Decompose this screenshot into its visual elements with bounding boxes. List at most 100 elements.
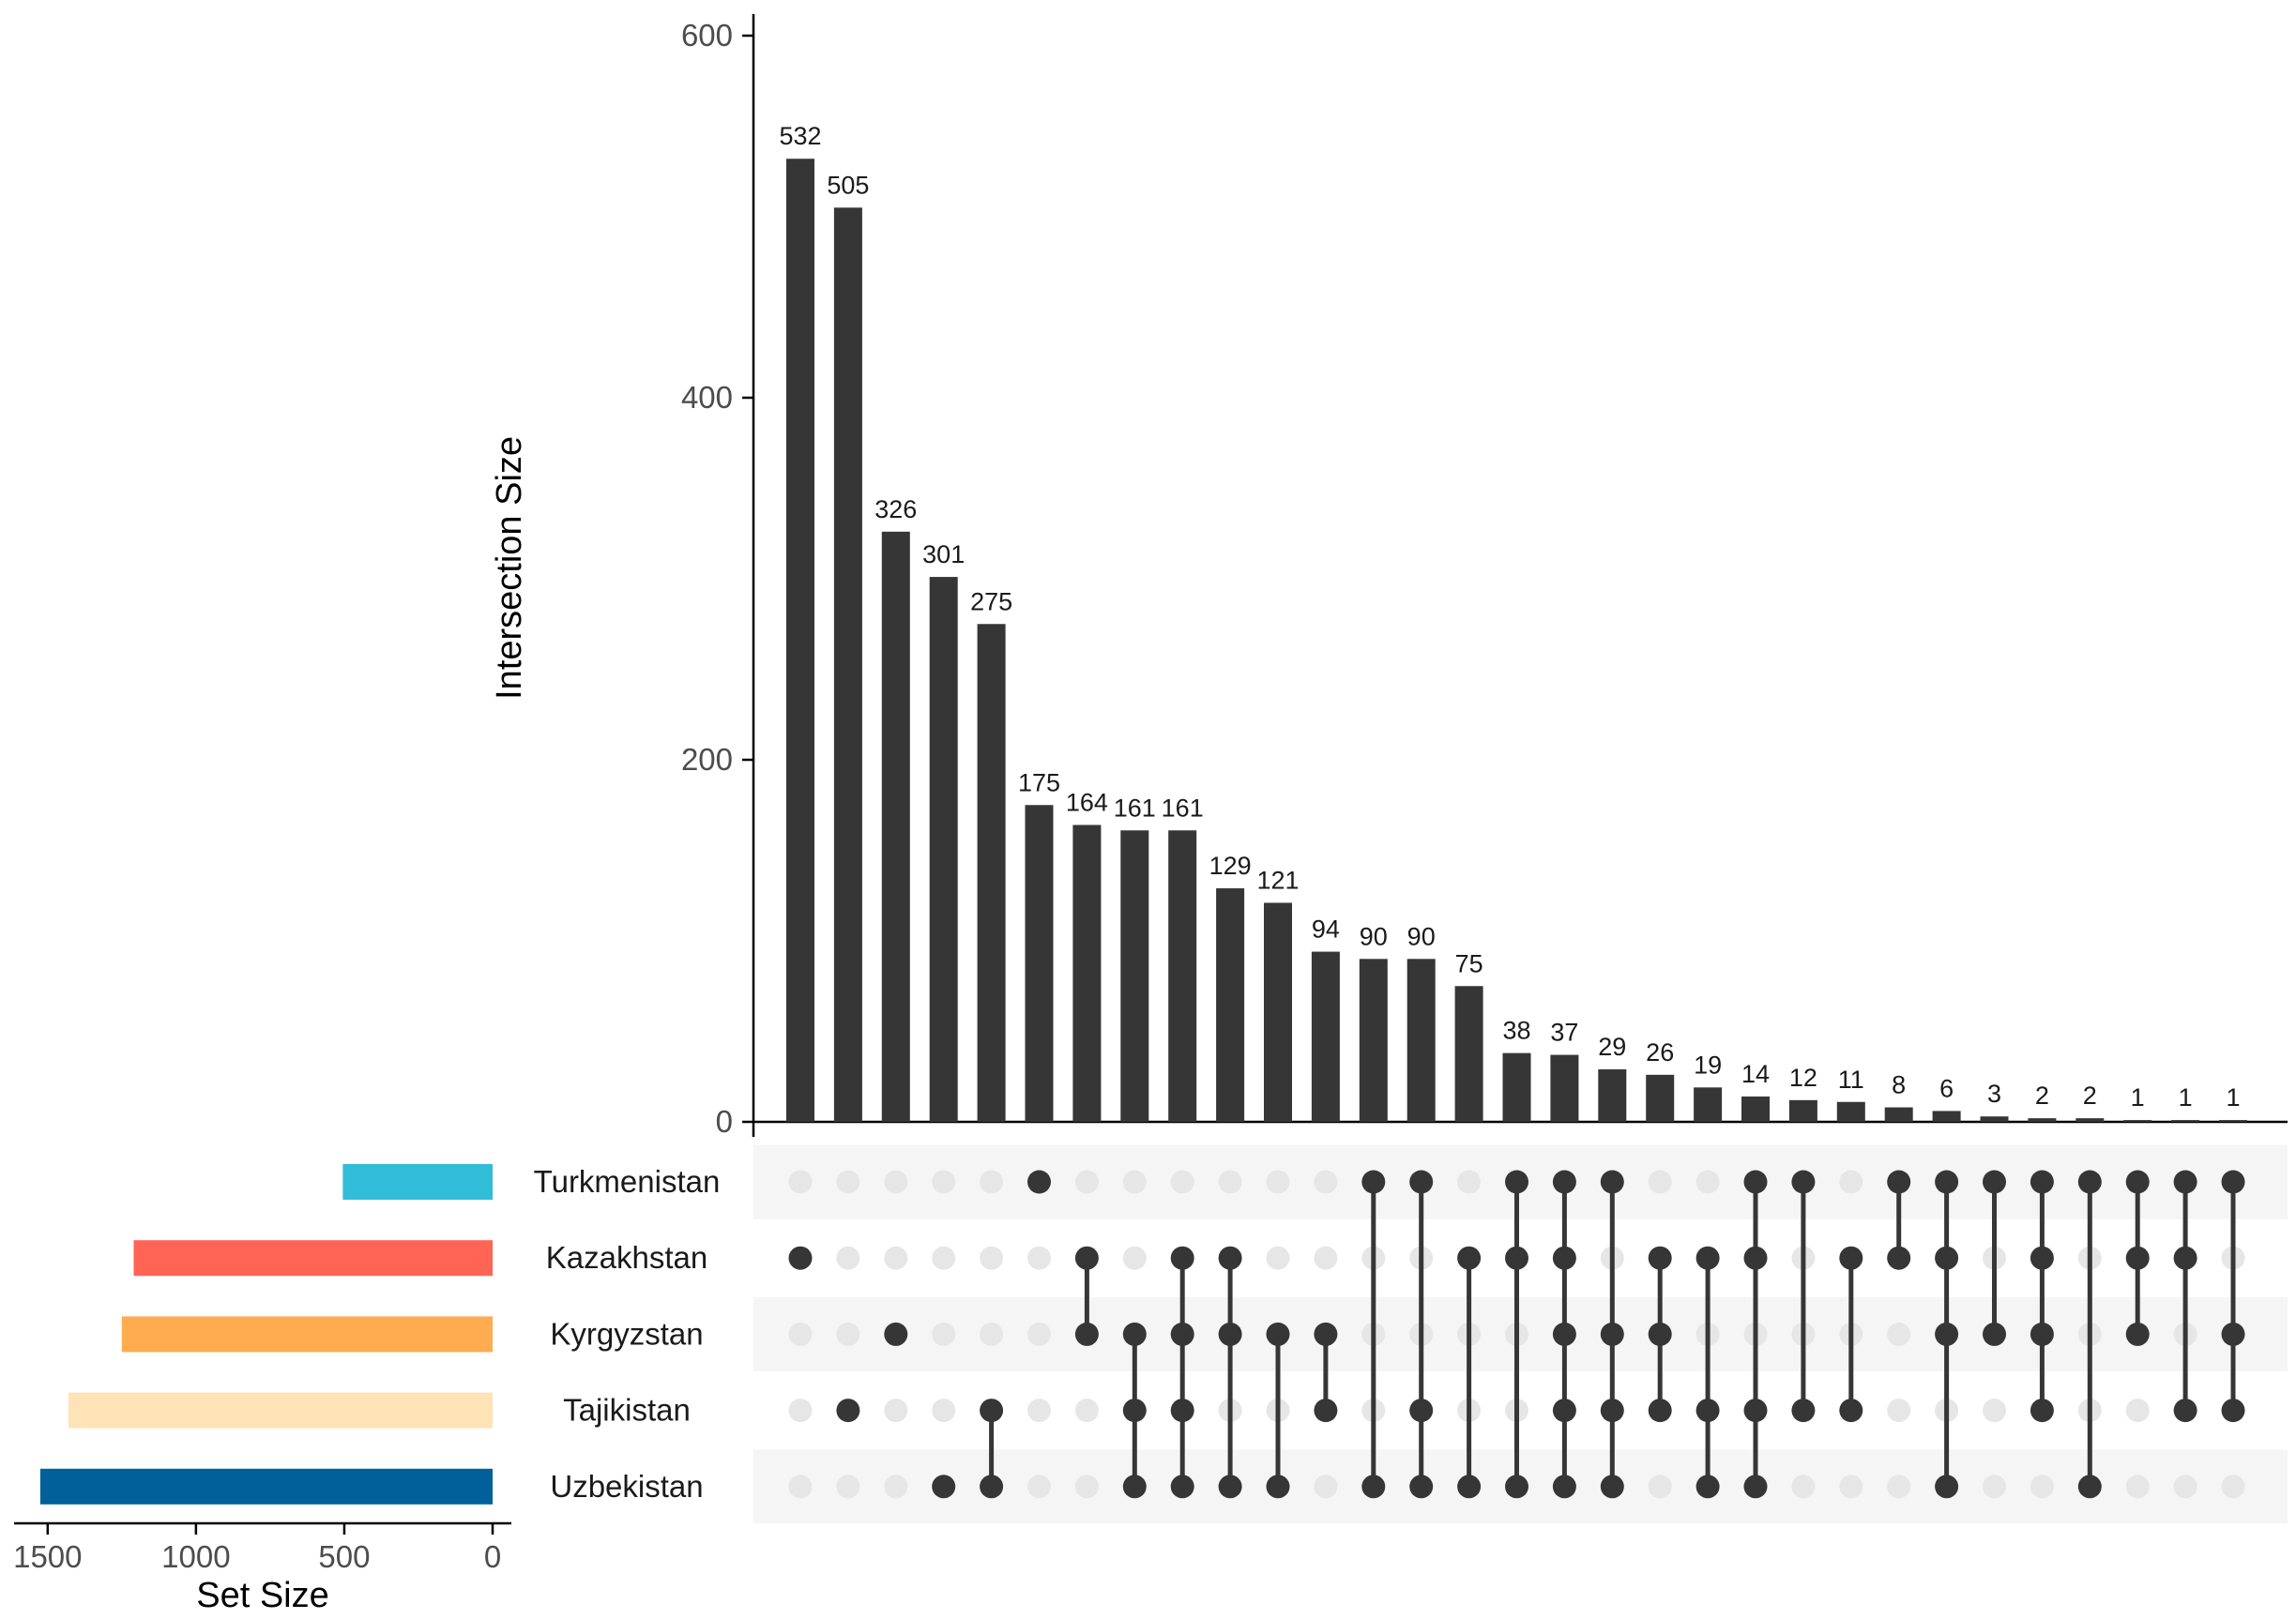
matrix-dot-inactive xyxy=(1887,1475,1911,1499)
matrix-dot-active xyxy=(1457,1246,1482,1270)
matrix-dot-active xyxy=(1648,1399,1672,1423)
matrix-dot-active xyxy=(1935,1322,1959,1346)
intersection-bar xyxy=(1550,1054,1579,1122)
matrix-dot-inactive xyxy=(2125,1399,2150,1423)
matrix-dot-inactive xyxy=(2173,1475,2197,1499)
matrix-dot-active xyxy=(1983,1322,2006,1346)
matrix-dot-active xyxy=(1314,1399,1338,1423)
intersection-bar xyxy=(1788,1099,1817,1122)
matrix-dot-active xyxy=(1935,1246,1959,1270)
matrix-dot-active xyxy=(1743,1475,1768,1499)
intersection-value-label: 161 xyxy=(1114,794,1156,822)
intersection-value-label: 326 xyxy=(874,495,917,523)
matrix-dot-active xyxy=(1887,1246,1911,1270)
intersection-bar xyxy=(1072,825,1102,1122)
matrix-dot-active xyxy=(2030,1246,2054,1270)
intersection-value-label: 6 xyxy=(1939,1074,1954,1102)
intersection-bar xyxy=(2028,1118,2057,1122)
set-label: Turkmenistan xyxy=(534,1164,721,1199)
matrix-dot-inactive xyxy=(1695,1170,1720,1194)
matrix-dot-inactive xyxy=(1314,1246,1338,1270)
matrix-dot-active xyxy=(2077,1475,2102,1499)
set-label: Kyrgyzstan xyxy=(550,1316,703,1351)
intersection-bar xyxy=(2219,1120,2247,1122)
matrix-dot-inactive xyxy=(1839,1475,1863,1499)
matrix-dot-inactive xyxy=(884,1246,908,1270)
matrix-dot-active xyxy=(2077,1170,2102,1194)
matrix-dot-inactive xyxy=(1027,1399,1051,1423)
intersection-bar xyxy=(977,624,1006,1122)
matrix-dot-active xyxy=(2125,1246,2150,1270)
intersection-value-label: 14 xyxy=(1741,1060,1770,1088)
set-label: Kazakhstan xyxy=(546,1240,707,1275)
matrix-dot-active xyxy=(1887,1170,1911,1194)
intersection-bar xyxy=(881,531,910,1122)
matrix-dot-inactive xyxy=(932,1170,956,1194)
set-size-bar xyxy=(121,1316,493,1353)
intersection-value-label: 90 xyxy=(1407,922,1436,950)
matrix-dot-active xyxy=(1409,1170,1434,1194)
matrix-dot-inactive xyxy=(932,1322,956,1346)
set-label: Tajikistan xyxy=(563,1393,691,1428)
matrix-dot-active xyxy=(1218,1475,1242,1499)
matrix-dot-active xyxy=(1648,1246,1672,1270)
matrix-dot-active xyxy=(1122,1322,1147,1346)
intersection-bar xyxy=(1598,1069,1627,1122)
matrix-dot-inactive xyxy=(1027,1246,1051,1270)
intersection-value-label: 2 xyxy=(2035,1082,2049,1110)
intersection-value-label: 1 xyxy=(2226,1083,2240,1112)
matrix-dot-inactive xyxy=(884,1170,908,1194)
intersection-bar xyxy=(2076,1118,2105,1122)
intersection-bar xyxy=(1168,830,1197,1122)
intersection-value-label: 3 xyxy=(1987,1080,2001,1108)
matrix-dot-active xyxy=(1791,1399,1816,1423)
matrix-dot-inactive xyxy=(2125,1475,2150,1499)
matrix-dot-active xyxy=(1409,1475,1434,1499)
matrix-dot-inactive xyxy=(1839,1170,1863,1194)
matrix-dot-active xyxy=(1839,1246,1863,1270)
matrix-dot-inactive xyxy=(1122,1170,1147,1194)
intersection-bar xyxy=(1836,1101,1865,1122)
y-tick-label: 200 xyxy=(681,742,733,777)
intersection-value-label: 12 xyxy=(1789,1064,1817,1092)
intersection-bar xyxy=(1120,830,1149,1122)
matrix-dot-inactive xyxy=(932,1246,956,1270)
matrix-dot-inactive xyxy=(788,1322,813,1346)
y-tick-label: 400 xyxy=(681,380,733,415)
matrix-dot-inactive xyxy=(1983,1399,2006,1423)
matrix-dot-active xyxy=(1170,1246,1194,1270)
intersection-value-label: 8 xyxy=(1892,1071,1906,1099)
intersection-bar xyxy=(2171,1120,2200,1122)
intersection-value-label: 505 xyxy=(827,171,869,199)
intersection-bar xyxy=(1216,888,1245,1122)
matrix-dot-inactive xyxy=(884,1399,908,1423)
intersection-bar xyxy=(1980,1116,2009,1122)
matrix-dot-active xyxy=(1505,1475,1528,1499)
matrix-dot-active xyxy=(2221,1399,2245,1423)
matrix-dot-active xyxy=(1935,1170,1959,1194)
set-size-bar xyxy=(68,1392,493,1429)
matrix-dot-active xyxy=(1552,1475,1576,1499)
intersection-bar xyxy=(1502,1052,1531,1122)
matrix-dot-active xyxy=(2125,1322,2150,1346)
intersection-value-label: 38 xyxy=(1502,1017,1530,1045)
intersection-value-label: 1 xyxy=(2179,1083,2193,1112)
matrix-dot-active xyxy=(1361,1170,1386,1194)
matrix-dot-inactive xyxy=(836,1322,860,1346)
matrix-dot-inactive xyxy=(884,1475,908,1499)
intersection-bar xyxy=(2123,1120,2152,1122)
matrix-dot-active xyxy=(884,1322,908,1346)
matrix-dot-active xyxy=(1314,1322,1338,1346)
matrix-dot-active xyxy=(1122,1399,1147,1423)
intersection-value-label: 26 xyxy=(1646,1038,1674,1067)
matrix-dot-active xyxy=(2173,1399,2197,1423)
intersection-value-label: 29 xyxy=(1598,1033,1626,1061)
intersection-bar xyxy=(1406,959,1436,1122)
matrix-dot-inactive xyxy=(1887,1322,1911,1346)
matrix-dot-inactive xyxy=(1648,1475,1672,1499)
matrix-dot-active xyxy=(1695,1399,1720,1423)
matrix-dot-active xyxy=(836,1399,860,1423)
matrix-dot-inactive xyxy=(980,1322,1004,1346)
matrix-dot-active xyxy=(1743,1170,1768,1194)
